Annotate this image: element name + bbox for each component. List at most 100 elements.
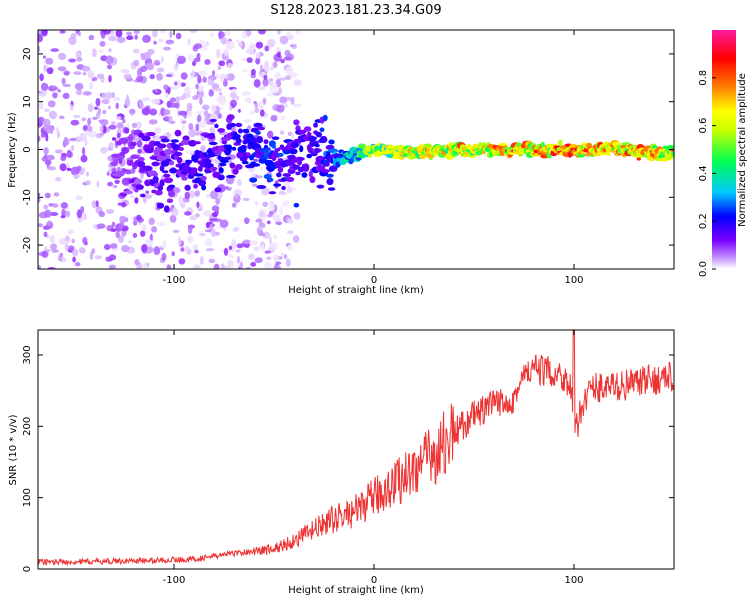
heatmap-cell <box>186 102 193 112</box>
heatmap-cell <box>184 184 191 191</box>
heatmap-cell <box>227 260 234 268</box>
heatmap-cell <box>192 60 196 67</box>
heatmap-cell <box>261 186 270 196</box>
heatmap-cell <box>196 201 200 208</box>
heatmap-cell <box>219 73 229 80</box>
heatmap-cell <box>99 40 106 47</box>
heatmap-cell <box>295 30 301 35</box>
heatmap-cell <box>88 130 97 138</box>
heatmap-cell <box>202 76 207 83</box>
heatmap-cell <box>201 184 207 191</box>
heatmap-cell <box>287 218 294 225</box>
heatmap-cell <box>242 68 248 73</box>
heatmap-cell <box>72 256 76 263</box>
heatmap-cell <box>118 222 125 229</box>
heatmap-cell <box>237 255 240 264</box>
heatmap-cell <box>133 30 140 35</box>
heatmap-cell <box>62 83 72 87</box>
heatmap-cell <box>76 89 83 96</box>
heatmap-cell <box>253 158 259 163</box>
heatmap-cell <box>256 136 264 144</box>
heatmap-cell <box>145 190 149 194</box>
heatmap-cell <box>61 77 66 85</box>
heatmap-cell <box>169 214 177 223</box>
heatmap-cell <box>121 202 127 208</box>
heatmap-cell <box>307 136 317 141</box>
colorbar: 0.0 0.2 0.4 0.6 0.8 Normalized spectral ampl… <box>698 30 748 277</box>
heatmap-cell <box>199 97 203 105</box>
heatmap-cell <box>226 144 233 152</box>
heatmap-cell <box>283 149 291 155</box>
heatmap-cell <box>254 102 259 109</box>
heatmap-cell <box>152 30 158 38</box>
heatmap-cell <box>302 164 310 172</box>
heatmap-cell <box>208 89 214 97</box>
heatmap-cell <box>210 32 214 37</box>
heatmap-cell <box>112 96 121 102</box>
heatmap-cell <box>218 60 226 67</box>
heatmap-cell <box>223 247 229 256</box>
heatmap-cell <box>98 211 106 218</box>
heatmap-cell <box>186 159 193 164</box>
heatmap-cell <box>41 30 48 37</box>
heatmap-cell <box>218 30 223 40</box>
heatmap-cell <box>187 225 193 234</box>
heatmap-cell <box>193 57 201 63</box>
heatmap-cell <box>92 116 98 120</box>
heatmap-cell <box>168 184 176 189</box>
heatmap-cell <box>181 122 185 132</box>
heatmap-cell <box>176 157 183 164</box>
heatmap-cell <box>95 200 99 208</box>
heatmap-cell <box>50 243 58 251</box>
heatmap-cell <box>99 49 104 54</box>
heatmap-cell <box>108 264 117 269</box>
heatmap-cell <box>226 174 236 179</box>
heatmap-cell <box>119 215 127 224</box>
heatmap-cell <box>211 104 217 113</box>
heatmap-cell <box>293 202 300 208</box>
heatmap-cell <box>80 167 86 175</box>
heatmap-cell <box>278 191 287 195</box>
heatmap-cell <box>43 231 48 237</box>
y-tick-label: 300 <box>22 345 33 364</box>
heatmap-cell <box>137 148 142 154</box>
heatmap-cell <box>95 97 101 107</box>
heatmap-cell <box>299 145 304 153</box>
heatmap-cell <box>279 35 289 45</box>
heatmap-cell <box>192 95 199 100</box>
heatmap-cell <box>92 223 99 229</box>
heatmap-cell <box>186 235 194 244</box>
heatmap-cell <box>235 95 240 100</box>
heatmap-cell <box>264 64 270 73</box>
heatmap-cell <box>225 40 235 50</box>
heatmap-cell <box>280 115 286 121</box>
heatmap-cell <box>266 92 273 97</box>
heatmap-cell <box>47 220 52 226</box>
heatmap-cell <box>316 184 325 189</box>
y-tick-label: -10 <box>22 189 33 205</box>
heatmap-cell <box>91 77 96 82</box>
heatmap-cell <box>159 135 168 140</box>
heatmap-cell <box>108 124 117 130</box>
heatmap-cell <box>290 141 299 149</box>
heatmap-cell <box>88 34 95 41</box>
figure-title: S128.2023.181.23.34.G09 <box>270 3 441 18</box>
heatmap-cell <box>157 221 166 227</box>
heatmap-cell <box>132 232 138 238</box>
heatmap-cell <box>252 183 258 187</box>
heatmap-cell <box>72 249 79 257</box>
heatmap-cell <box>235 122 243 128</box>
heatmap-cell <box>195 110 205 115</box>
heatmap-cell <box>228 254 234 259</box>
heatmap-cell <box>148 119 158 125</box>
heatmap-cell <box>279 96 288 104</box>
heatmap-cell <box>257 126 266 131</box>
heatmap-cell <box>262 201 269 207</box>
heatmap-cell <box>67 245 75 252</box>
heatmap-cell <box>309 176 316 184</box>
heatmap-cell <box>174 101 180 109</box>
heatmap-cell <box>157 38 164 43</box>
heatmap-cell <box>100 146 108 154</box>
heatmap-cell <box>248 43 256 51</box>
heatmap-cell <box>241 90 251 97</box>
